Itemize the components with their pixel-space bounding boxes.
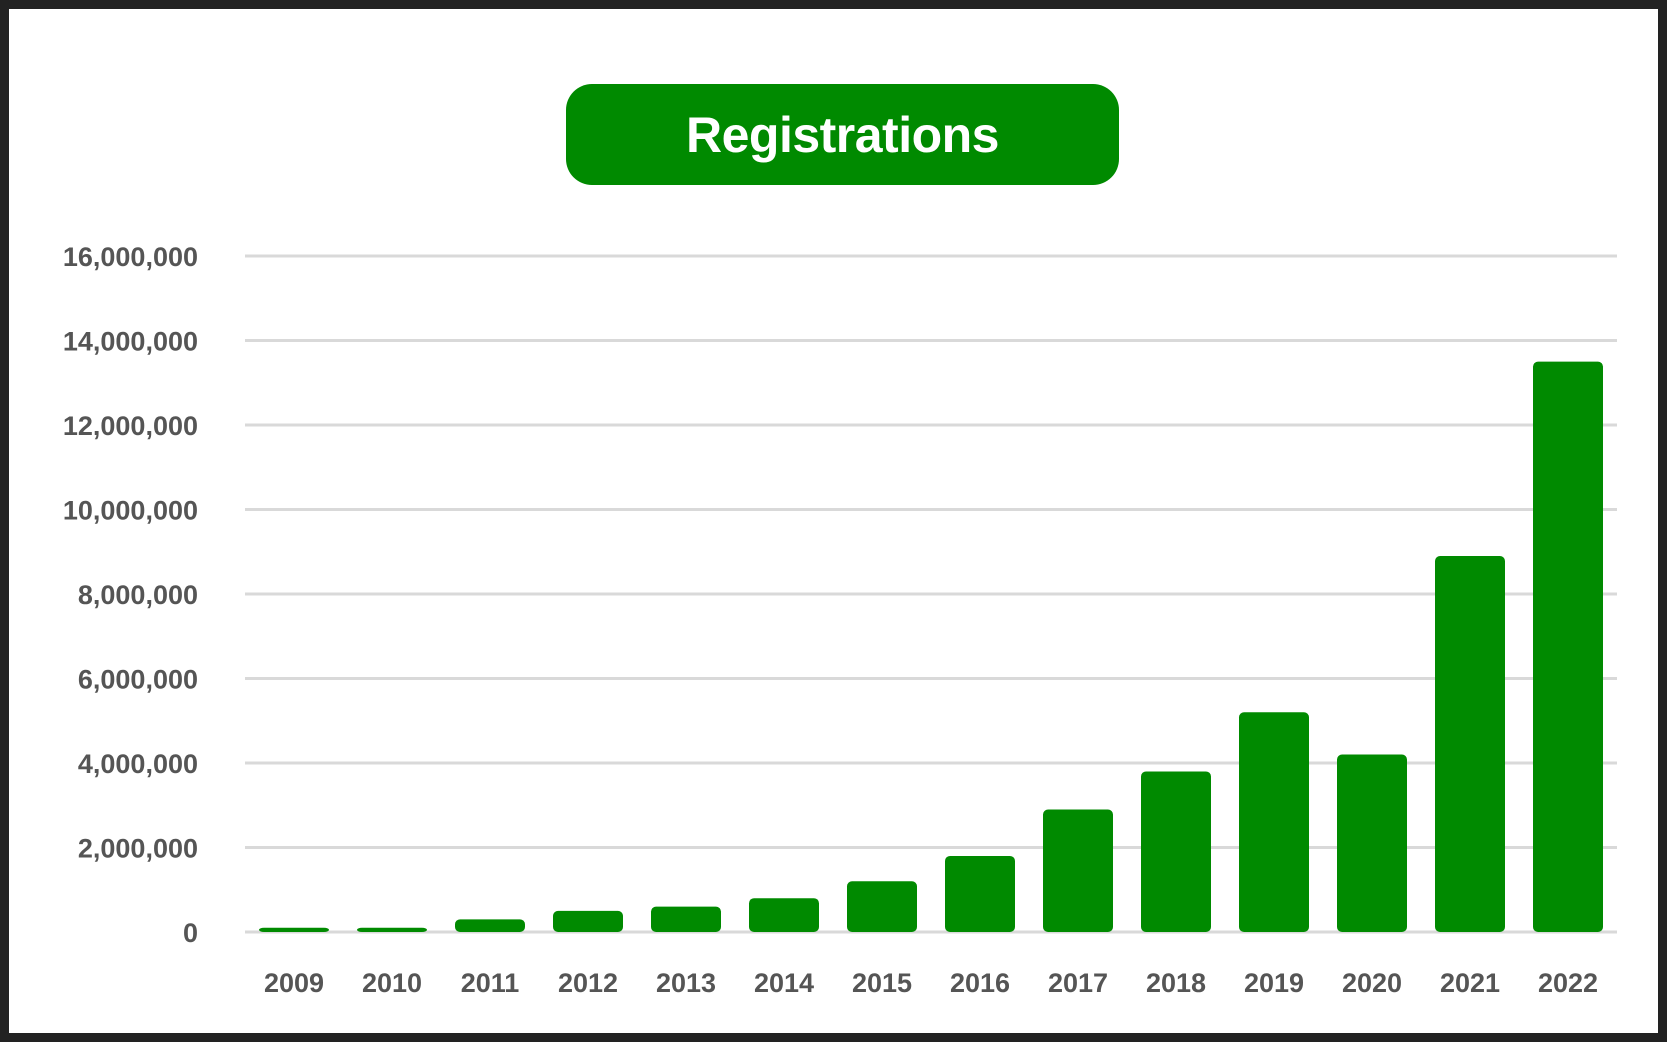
x-tick-label: 2022 (1538, 968, 1598, 998)
bar-2010 (357, 927, 427, 932)
bar-2009 (259, 927, 329, 932)
y-tick-label: 0 (183, 918, 198, 948)
y-tick-label: 12,000,000 (63, 411, 198, 441)
x-tick-label: 2018 (1146, 968, 1206, 998)
x-tick-label: 2014 (754, 968, 814, 998)
y-tick-label: 4,000,000 (78, 749, 198, 779)
bar-2020 (1337, 754, 1407, 932)
bar-2011 (455, 919, 525, 932)
x-tick-label: 2017 (1048, 968, 1108, 998)
y-tick-label: 2,000,000 (78, 834, 198, 864)
x-tick-label: 2010 (362, 968, 422, 998)
x-tick-label: 2011 (461, 968, 520, 998)
bar-2016 (945, 855, 1015, 932)
y-tick-label: 8,000,000 (78, 580, 198, 610)
y-tick-label: 16,000,000 (63, 242, 198, 272)
chart-title: Registrations (685, 106, 1000, 163)
bar-2014 (749, 898, 819, 932)
x-tick-label: 2012 (558, 968, 618, 998)
bar-2012 (553, 910, 623, 932)
x-tick-label: 2016 (950, 968, 1010, 998)
bar-2013 (651, 906, 721, 932)
bar-2015 (847, 881, 917, 932)
x-tick-label: 2020 (1342, 968, 1402, 998)
bar-2019 (1239, 712, 1309, 932)
x-tick-label: 2019 (1244, 968, 1304, 998)
bar-2021 (1435, 555, 1505, 932)
bar-2017 (1043, 809, 1113, 932)
x-tick-label: 2015 (852, 968, 912, 998)
y-tick-label: 6,000,000 (78, 665, 198, 695)
y-tick-label: 14,000,000 (63, 327, 198, 357)
bar-2022 (1533, 361, 1603, 932)
chart-title-badge: Registrations (566, 84, 1119, 185)
x-tick-label: 2013 (656, 968, 716, 998)
x-tick-label: 2021 (1440, 968, 1500, 998)
x-tick-label: 2009 (264, 968, 324, 998)
bar-2018 (1141, 771, 1211, 932)
y-tick-label: 10,000,000 (63, 496, 198, 526)
